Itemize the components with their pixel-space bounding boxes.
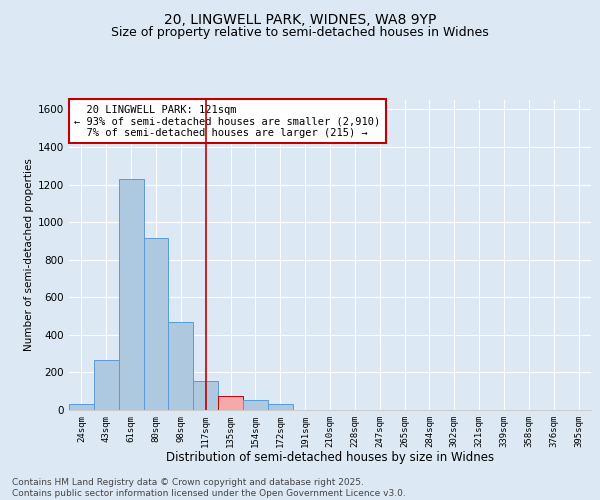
Bar xyxy=(268,404,293,410)
Y-axis label: Number of semi-detached properties: Number of semi-detached properties xyxy=(24,158,34,352)
X-axis label: Distribution of semi-detached houses by size in Widnes: Distribution of semi-detached houses by … xyxy=(166,452,494,464)
Bar xyxy=(94,360,119,410)
Text: 20 LINGWELL PARK: 121sqm
← 93% of semi-detached houses are smaller (2,910)
  7% : 20 LINGWELL PARK: 121sqm ← 93% of semi-d… xyxy=(74,104,380,138)
Bar xyxy=(193,381,218,410)
Bar xyxy=(69,404,94,410)
Text: Size of property relative to semi-detached houses in Widnes: Size of property relative to semi-detach… xyxy=(111,26,489,39)
Bar xyxy=(243,400,268,410)
Text: 20, LINGWELL PARK, WIDNES, WA8 9YP: 20, LINGWELL PARK, WIDNES, WA8 9YP xyxy=(164,12,436,26)
Text: Contains HM Land Registry data © Crown copyright and database right 2025.
Contai: Contains HM Land Registry data © Crown c… xyxy=(12,478,406,498)
Bar xyxy=(119,179,143,410)
Bar xyxy=(169,322,193,410)
Bar xyxy=(143,238,169,410)
Bar xyxy=(218,396,243,410)
